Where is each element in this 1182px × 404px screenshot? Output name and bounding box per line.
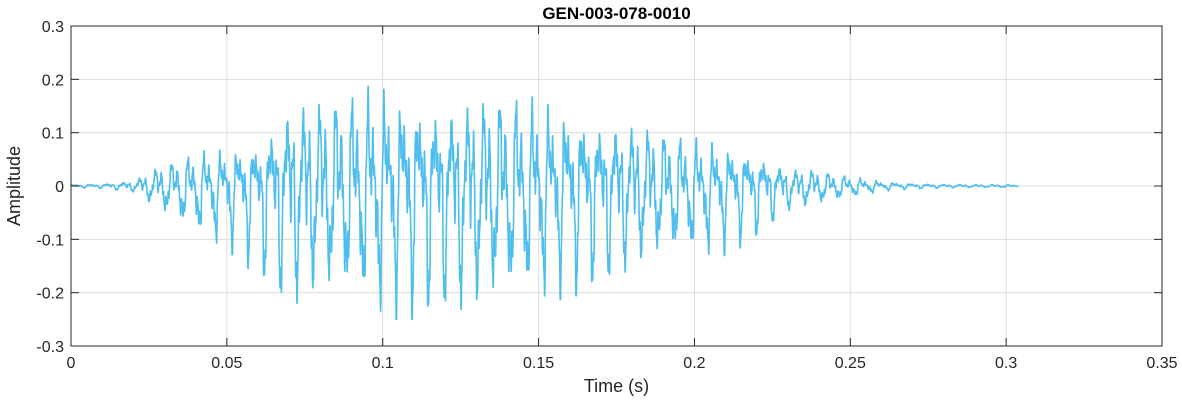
- axis-ticks: [70, 25, 1163, 347]
- y-axis-label: Amplitude: [4, 146, 24, 226]
- y-tick-label: 0.2: [42, 72, 64, 89]
- chart-title: GEN-003-078-0010: [542, 4, 690, 23]
- y-tick-label: -0.2: [36, 286, 64, 303]
- x-tick-label: 0.05: [211, 355, 242, 372]
- y-tick-label: -0.1: [36, 232, 64, 249]
- x-tick-label: 0.35: [1146, 355, 1177, 372]
- x-tick-labels: 0 0.05 0.1 0.15 0.2 0.25 0.3 0.35: [67, 355, 1178, 372]
- x-tick-label: 0: [67, 355, 76, 372]
- series-layer: [70, 85, 1020, 321]
- y-tick-label: 0: [55, 179, 64, 196]
- x-tick-label: 0.3: [995, 355, 1017, 372]
- waveform-line: [70, 85, 1020, 321]
- x-tick-label: 0.2: [683, 355, 705, 372]
- x-tick-label: 0.15: [523, 355, 554, 372]
- x-tick-label: 0.1: [372, 355, 394, 372]
- x-axis-label: Time (s): [584, 376, 649, 396]
- y-tick-label: 0.1: [42, 126, 64, 143]
- grid-lines: [70, 25, 1163, 347]
- y-tick-labels: -0.3 -0.2 -0.1 0 0.1 0.2 0.3: [36, 19, 64, 356]
- y-tick-label: 0.3: [42, 19, 64, 36]
- x-tick-label: 0.25: [835, 355, 866, 372]
- y-tick-label: -0.3: [36, 339, 64, 356]
